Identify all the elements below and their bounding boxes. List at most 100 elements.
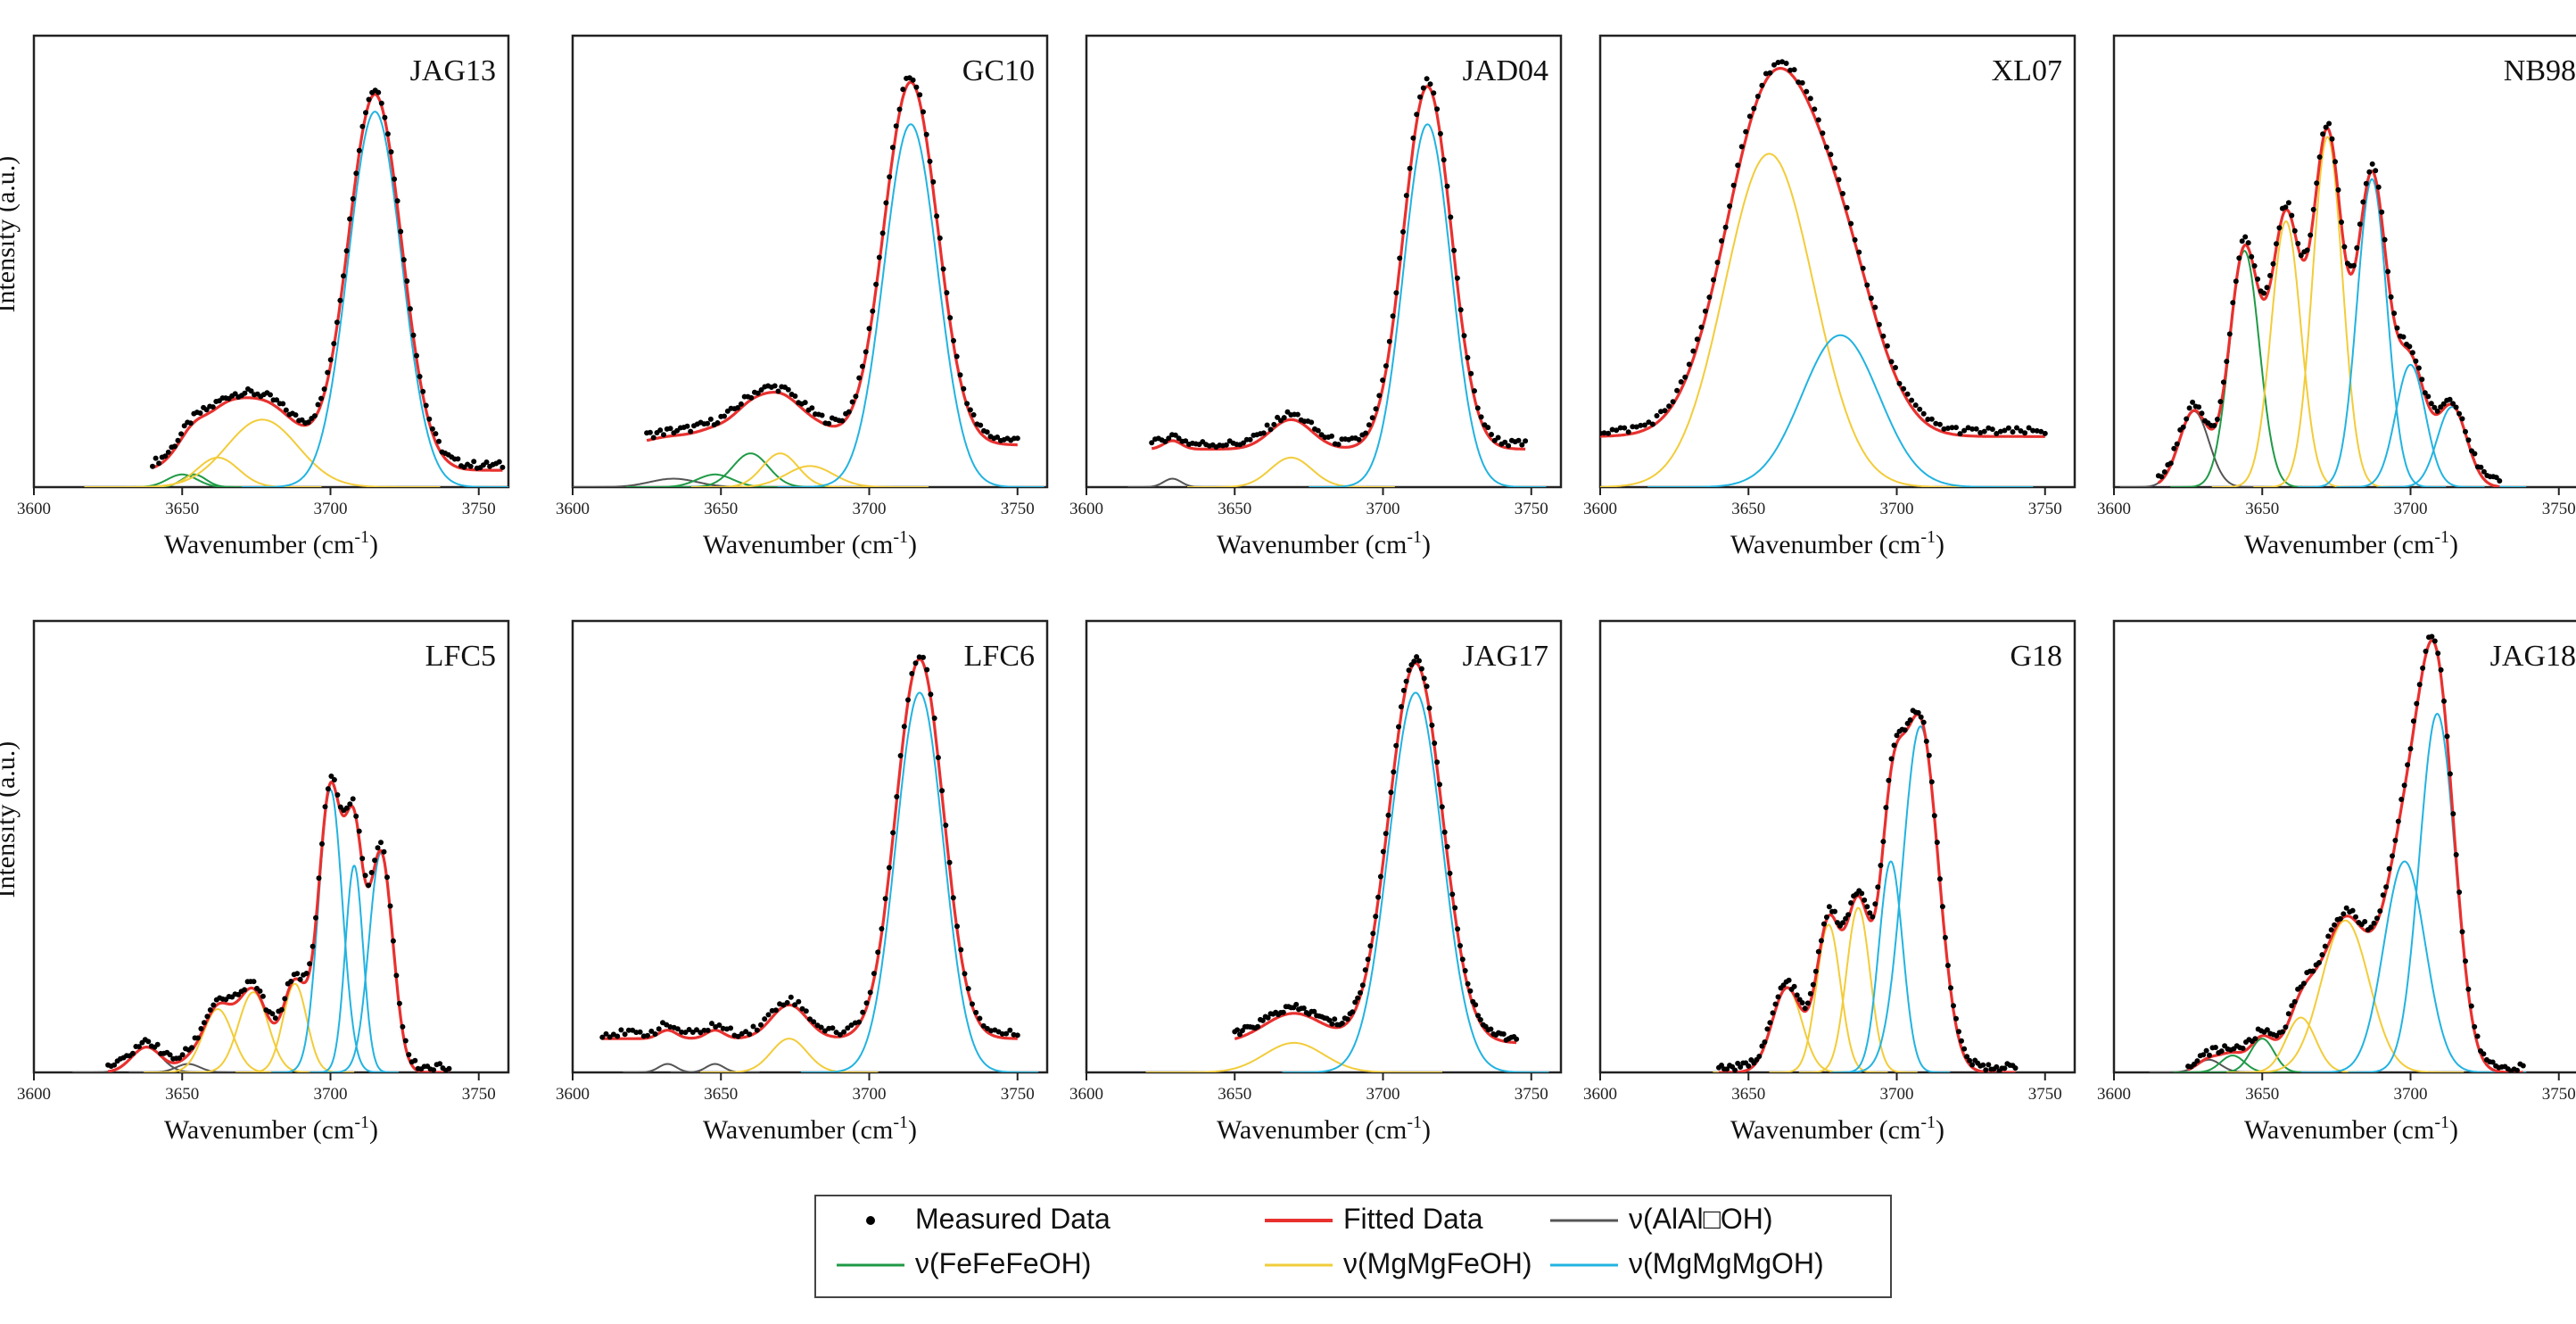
measured-point: [2514, 1067, 2520, 1072]
measured-point: [1609, 426, 1615, 433]
measured-point: [1888, 756, 1895, 762]
measured-point: [1390, 313, 1396, 319]
measured-point: [207, 1007, 213, 1013]
measured-point: [2391, 310, 2398, 317]
measured-point: [1845, 912, 1852, 918]
x-tick-label: 3700: [1880, 1085, 1914, 1104]
measured-point: [879, 230, 886, 236]
x-tick-label: 3750: [2542, 500, 2576, 518]
measured-point: [2416, 682, 2423, 688]
measured-point: [822, 1028, 828, 1034]
x-tick-label: 3650: [1731, 1085, 1765, 1104]
measured-point: [965, 986, 971, 992]
measured-point: [2357, 221, 2363, 228]
measured-point: [735, 405, 741, 410]
measured-point: [978, 422, 984, 428]
measured-point: [1397, 255, 1403, 261]
measured-point: [1385, 812, 1391, 818]
measured-point: [2239, 238, 2245, 244]
measured-point: [2211, 423, 2217, 428]
measured-point: [429, 426, 435, 432]
panel-lfc6: 3600 3650 3700 3750 Wavenumber (cm-1) LFC6: [556, 619, 1049, 1145]
measured-point: [2350, 262, 2357, 269]
measured-point: [1237, 1031, 1243, 1038]
measured-point: [378, 100, 384, 106]
measured-point: [269, 1011, 276, 1017]
measured-point: [350, 195, 356, 202]
measured-point: [2270, 261, 2276, 267]
measured-point: [2304, 247, 2310, 253]
measured-point: [2002, 1065, 2008, 1072]
measured-point: [935, 755, 941, 761]
measured-point: [927, 158, 933, 164]
measured-point: [1896, 380, 1903, 386]
measured-point: [1964, 1054, 1970, 1060]
measured-point: [1358, 989, 1363, 996]
measured-point: [1759, 1043, 1765, 1049]
x-tick-label: 3650: [165, 1085, 199, 1104]
measured-point: [890, 830, 896, 836]
measured-point: [603, 1030, 609, 1037]
measured-point: [2465, 986, 2472, 992]
measured-point: [1375, 894, 1382, 900]
measured-point: [2380, 892, 2386, 898]
component-mgmgmg-peak: [1282, 691, 1549, 1072]
x-axis-label: Wavenumber (cm-1): [1730, 1113, 1944, 1145]
measured-point: [882, 896, 888, 902]
measured-point: [366, 882, 372, 889]
legend-label: Measured Data: [915, 1203, 1110, 1235]
measured-point: [1172, 432, 1178, 438]
measured-point: [1818, 938, 1824, 944]
measured-point: [1434, 759, 1441, 765]
measured-point: [2308, 232, 2314, 238]
measured-point: [2366, 169, 2373, 175]
measured-point: [799, 1005, 805, 1012]
measured-point: [1730, 182, 1737, 188]
measured-point: [688, 428, 694, 434]
measured-point: [1376, 393, 1383, 399]
measured-point: [1738, 1064, 1744, 1070]
measured-point: [402, 1038, 409, 1044]
measured-point: [1762, 1039, 1768, 1045]
measured-point: [2353, 914, 2358, 920]
component-alal-peak: [623, 1063, 713, 1072]
measured-point: [954, 923, 960, 930]
measured-point: [1772, 1001, 1779, 1007]
measured-point: [785, 386, 791, 393]
measured-point: [2362, 919, 2368, 924]
measured-point: [1444, 844, 1450, 849]
measured-point: [1429, 722, 1435, 728]
measured-point: [1848, 900, 1854, 906]
measured-point: [1928, 416, 1935, 422]
measured-point: [2423, 649, 2429, 654]
measured-point: [2383, 884, 2390, 890]
measured-point: [1457, 943, 1463, 948]
measured-point: [1418, 666, 1424, 672]
measured-point: [313, 914, 318, 921]
measured-point: [1931, 813, 1937, 819]
measured-point: [1426, 705, 1432, 711]
legend-label: ν(FeFeFeOH): [915, 1247, 1091, 1279]
measured-point: [1377, 873, 1383, 880]
sample-label: JAG18: [2490, 640, 2576, 673]
measured-point: [1682, 374, 1688, 380]
measured-point: [2413, 358, 2419, 364]
measured-point: [2371, 920, 2377, 926]
measured-point: [1862, 897, 1868, 903]
measured-point: [407, 306, 413, 312]
measured-point: [1452, 905, 1458, 911]
measured-point: [1519, 442, 1525, 448]
measured-point: [809, 405, 815, 411]
x-axis-label: Wavenumber (cm-1): [2244, 1113, 2458, 1145]
measured-point: [251, 979, 257, 985]
x-tick-label: 3650: [1218, 1085, 1251, 1104]
measured-point: [2450, 401, 2456, 407]
measured-point: [178, 431, 185, 437]
measured-point: [337, 297, 343, 303]
measured-point: [2022, 430, 2028, 436]
measured-point: [388, 149, 394, 155]
measured-point: [1014, 435, 1020, 442]
measured-point: [2030, 427, 2036, 434]
measured-point: [2207, 1052, 2212, 1058]
